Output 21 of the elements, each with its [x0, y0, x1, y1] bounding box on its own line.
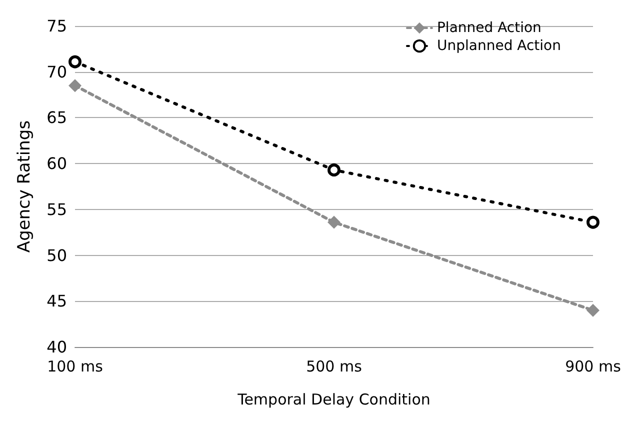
x-axis-title: Temporal Delay Condition: [236, 390, 430, 408]
point: [586, 304, 600, 317]
y-tick-label: 65: [46, 108, 67, 128]
y-tick-label: 70: [46, 62, 67, 82]
y-tick-label: 40: [46, 338, 67, 356]
y-tick-label: 45: [46, 292, 67, 311]
y-tick-label: 55: [46, 200, 67, 219]
x-tick-label: 100 ms: [47, 358, 104, 376]
point: [328, 163, 340, 176]
x-tick-label: 900 ms: [565, 358, 622, 376]
point: [586, 216, 600, 229]
y-tick-label: 50: [46, 246, 67, 265]
legend-label: Unplanned Action: [436, 38, 562, 54]
y-axis-title: Agency Ratings: [14, 120, 34, 253]
x-tick-label: 500 ms: [306, 358, 362, 376]
y-tick-label: 60: [46, 154, 67, 174]
point: [328, 216, 340, 229]
point: [68, 55, 82, 68]
point: [68, 79, 82, 92]
legend-label: Planned Action: [436, 20, 542, 36]
y-tick-label: 75: [46, 16, 67, 36]
